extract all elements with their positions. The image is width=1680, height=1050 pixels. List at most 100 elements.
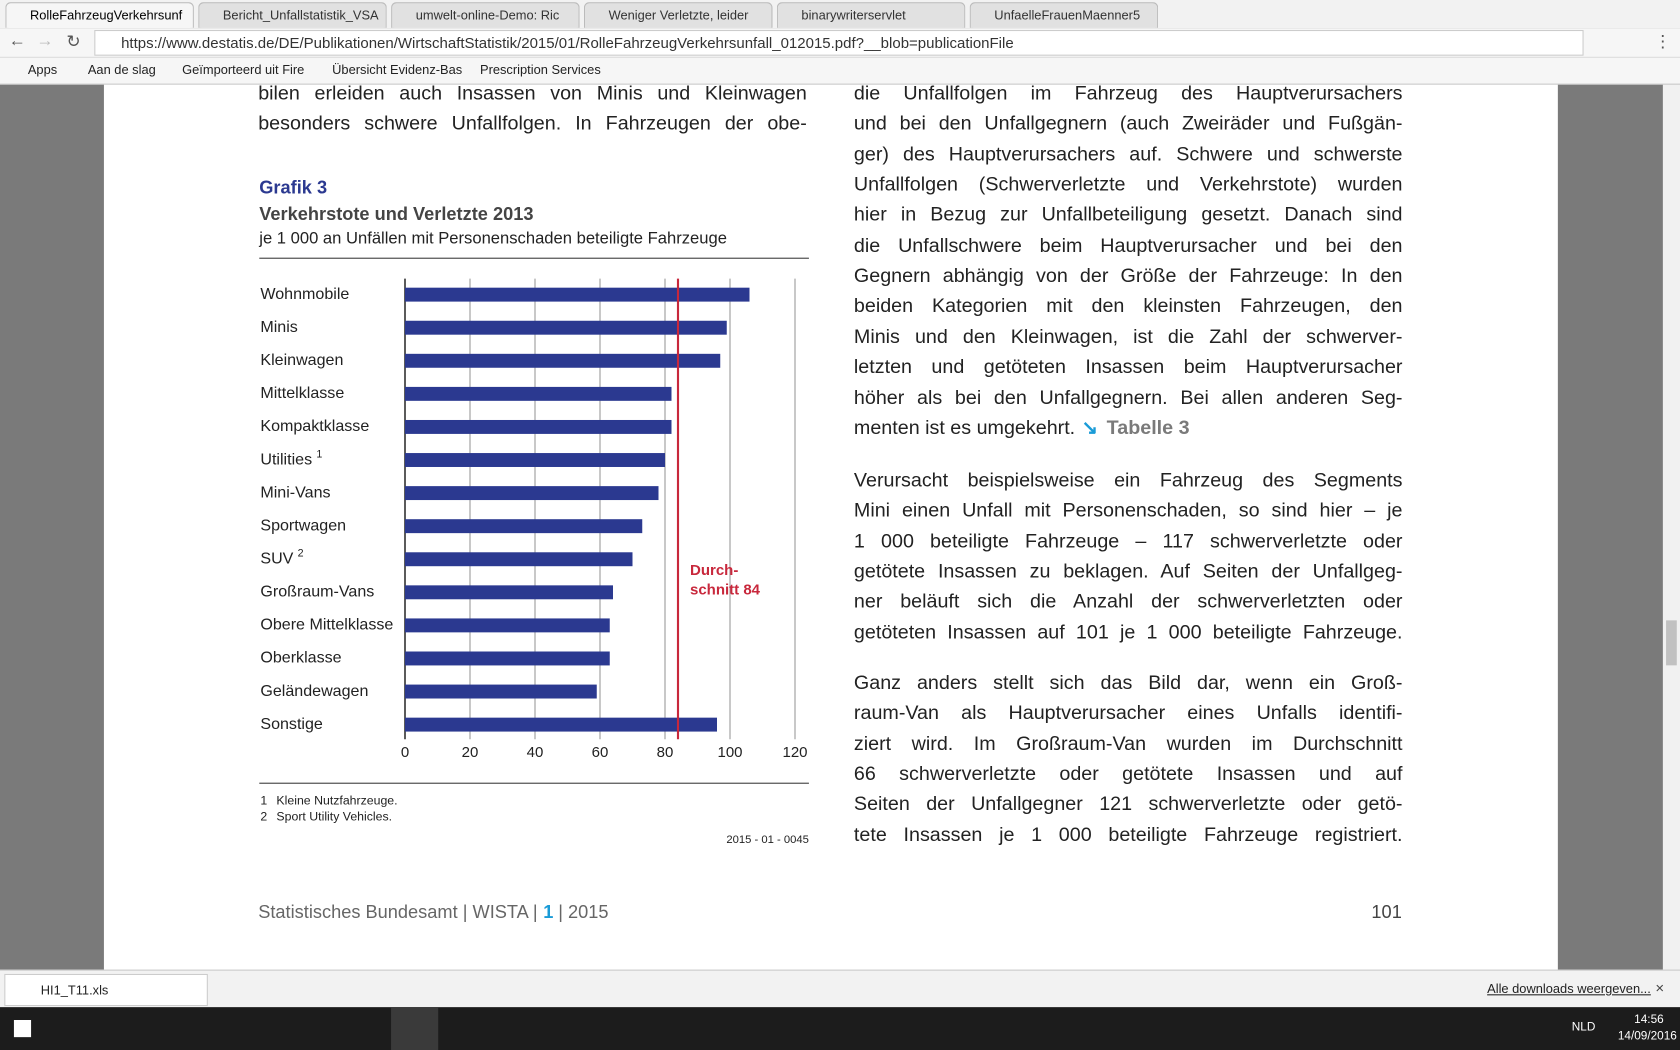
bar xyxy=(405,287,750,302)
y-tick-label: Wohnmobile xyxy=(260,285,349,303)
body-text-line: ger) des Hauptverursachers auf. Schwere … xyxy=(853,142,1403,165)
body-text-line: Minis und den Kleinwagen, ist die Zahl d… xyxy=(853,324,1403,347)
body-text-line: und bei den Unfallgegnern (auch Zweiräde… xyxy=(853,111,1403,135)
forward-button[interactable]: → xyxy=(36,32,54,51)
bookmark[interactable]: Apps xyxy=(27,62,58,78)
x-tick-label: 120 xyxy=(782,744,807,761)
tab[interactable]: Weniger Verletzte, leider xyxy=(583,2,773,28)
y-tick-label: SUV xyxy=(260,549,293,567)
chart-label: Grafik 3 xyxy=(259,177,327,197)
bar xyxy=(405,585,613,600)
bar xyxy=(405,486,659,501)
y-tick-label: Großraum-Vans xyxy=(260,583,374,601)
body-text-line: Seiten der Unfallgegner 121 schwerverlet… xyxy=(853,792,1403,815)
body-text-line: höher als bei den Unfallgegnern. Bei all… xyxy=(853,385,1403,408)
pdf-page: bilen erleiden auch Insassen von Minis u… xyxy=(103,81,1558,970)
tab-strip: RolleFahrzeugVerkehrsunf Bericht_Unfallst… xyxy=(0,0,1680,29)
scroll-thumb[interactable] xyxy=(1666,620,1677,666)
tab[interactable]: binarywriterservlet xyxy=(776,2,966,28)
chart-title: Verkehrstote und Verletzte 2013 xyxy=(259,204,533,224)
download-bar: HI1_T11.xls Alle downloads weergeven... … xyxy=(0,969,1680,1009)
footer-year: | 2015 xyxy=(558,902,609,923)
chart-code: 2015 - 01 - 0045 xyxy=(726,834,809,846)
active-app[interactable] xyxy=(391,1007,439,1050)
tab[interactable]: UnfaelleFrauenMaenner5 xyxy=(969,2,1159,28)
bookmarks-bar: Apps Aan de slag Geïmporteerd uit Fire Über… xyxy=(0,57,1680,85)
download-file[interactable]: HI1_T11.xls xyxy=(40,982,109,998)
y-tick-label: Utilities xyxy=(260,450,312,468)
x-tick-label: 100 xyxy=(717,744,742,761)
y-tick-label: Geländewagen xyxy=(260,682,368,700)
page-number: 101 xyxy=(1371,902,1402,923)
scrollbar[interactable] xyxy=(1662,84,1680,970)
bar xyxy=(405,717,718,732)
table-link[interactable]: Tabelle 3 xyxy=(1106,415,1190,439)
bookmark[interactable]: Geïmporteerd uit Fire xyxy=(182,62,305,78)
x-tick-label: 20 xyxy=(462,744,479,761)
y-tick-label: Kleinwagen xyxy=(260,351,343,369)
y-tick-label: Mini-Vans xyxy=(260,483,330,501)
x-tick-label: 40 xyxy=(527,744,544,761)
body-text-line: beiden Kategorien mit den kleinsten Fahr… xyxy=(853,294,1403,317)
body-text-line: ner beläuft sich die Anzahl der schwerve… xyxy=(853,589,1403,613)
body-text-line: raum-Van als Hauptverursacher eines Unfa… xyxy=(853,701,1403,724)
body-text-line: ziert wird. Im Großraum-Van wurden im Du… xyxy=(853,731,1403,754)
taskbar: NLD 14:56 14/09/2016 xyxy=(0,1007,1680,1050)
time[interactable]: 14:56 xyxy=(1634,1013,1664,1027)
body-text-line: menten ist es umgekehrt. ↘ Tabelle 3 xyxy=(853,415,1190,439)
y-tick-label: Kompaktklasse xyxy=(260,417,369,435)
language[interactable]: NLD xyxy=(1571,1021,1596,1034)
y-tick-label: Oberklasse xyxy=(260,649,341,667)
reload-button[interactable]: ↻ xyxy=(66,33,81,52)
bookmark[interactable]: Prescription Services xyxy=(480,62,601,78)
body-text-line: die Unfallschwere beim Hauptverursacher … xyxy=(853,233,1403,256)
bar xyxy=(405,453,666,467)
average-label: Durch- xyxy=(690,562,738,579)
chart: Grafik 3 Verkehrstote und Verletzte 2013 j… xyxy=(258,177,809,846)
bookmark[interactable]: Aan de slag xyxy=(87,62,156,78)
bar xyxy=(405,353,721,368)
tab[interactable]: umwelt-online-Demo: Ric xyxy=(391,2,580,28)
y-tick-label: Mittelklasse xyxy=(260,384,344,402)
body-text-line: Verursacht beispielsweise ein Fahrzeug d… xyxy=(853,468,1403,491)
footnote-number: 1 xyxy=(260,794,267,808)
body-text-line: 1 000 beteiligte Fahrzeuge – 117 schwerv… xyxy=(853,528,1403,552)
close-download-bar[interactable]: × xyxy=(1655,979,1665,997)
body-text-line: getöteten Insassen auf 101 je 1 000 bete… xyxy=(853,620,1403,643)
bar xyxy=(405,651,610,666)
bar xyxy=(405,386,672,401)
x-tick-label: 80 xyxy=(657,744,674,761)
bookmark[interactable]: Übersicht Evidenz-Bas xyxy=(332,62,463,78)
y-tick-label: Minis xyxy=(260,318,297,336)
footer-publisher: Statistisches Bundesamt | WISTA | xyxy=(258,902,538,923)
bar xyxy=(405,552,633,567)
start-button[interactable] xyxy=(13,1020,32,1038)
bar xyxy=(405,320,727,335)
download-item[interactable]: HI1_T11.xls xyxy=(4,973,208,1007)
address-bar[interactable]: https://www.destatis.de/DE/Publikationen… xyxy=(94,30,1584,56)
body-text-line: hier in Bezug zur Unfallbeteiligung gese… xyxy=(853,202,1403,226)
body-text-line: Unfallfolgen (Schwerverletzte und Verkeh… xyxy=(853,172,1403,196)
bar xyxy=(405,684,597,699)
menu-button[interactable]: ⋮ xyxy=(1654,33,1672,52)
show-all-downloads[interactable]: Alle downloads weergeven... xyxy=(1487,981,1651,997)
y-tick-label: Obere Mittelklasse xyxy=(260,616,393,634)
toolbar: ← → ↻ https://www.destatis.de/DE/Publika… xyxy=(0,28,1680,58)
link-arrow: ↘ xyxy=(1081,415,1099,439)
tab[interactable]: RolleFahrzeugVerkehrsunf xyxy=(5,2,194,28)
back-button[interactable]: ← xyxy=(8,32,26,51)
tab[interactable]: Bericht_Unfallstatistik_VSA xyxy=(198,2,387,28)
footnote-number: 2 xyxy=(260,810,267,824)
body-text-line: Mini einen Unfall mit Personenschaden, s… xyxy=(853,498,1403,522)
bar xyxy=(405,618,610,633)
body-text-line: Ganz anders stellt sich das Bild dar, we… xyxy=(853,670,1403,694)
body-text-line: letzten und getöteten Insassen beim Haup… xyxy=(853,354,1403,378)
footnote-text: Sport Utility Vehicles. xyxy=(276,810,392,824)
date[interactable]: 14/09/2016 xyxy=(1617,1029,1677,1043)
body-text-line: getötete Insassen zu beklagen. Auf Seite… xyxy=(853,559,1403,582)
body-text-line: die Unfallfolgen im Fahrzeug des Hauptve… xyxy=(853,81,1403,104)
url[interactable]: https://www.destatis.de/DE/Publikationen… xyxy=(121,34,1014,52)
